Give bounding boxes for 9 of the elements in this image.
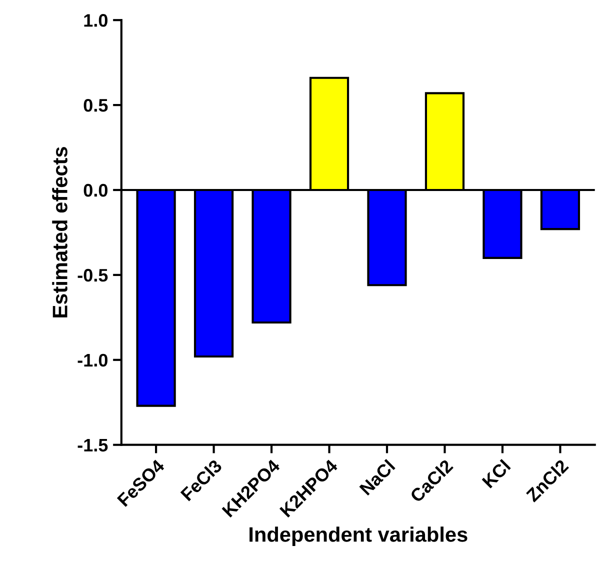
- y-axis-title: Estimated effects: [52, 147, 68, 318]
- x-tick-label: KCl: [481, 458, 511, 489]
- y-tick-label: -1.0: [78, 354, 108, 367]
- y-tick-label: 0.0: [84, 184, 108, 197]
- y-tick-label: -0.5: [78, 268, 108, 282]
- x-axis-title: Independent variables: [250, 526, 468, 546]
- y-tick-label: 0.5: [84, 98, 108, 112]
- y-tick-label: 1.0: [84, 14, 108, 27]
- y-tick-label: -1.5: [78, 438, 108, 452]
